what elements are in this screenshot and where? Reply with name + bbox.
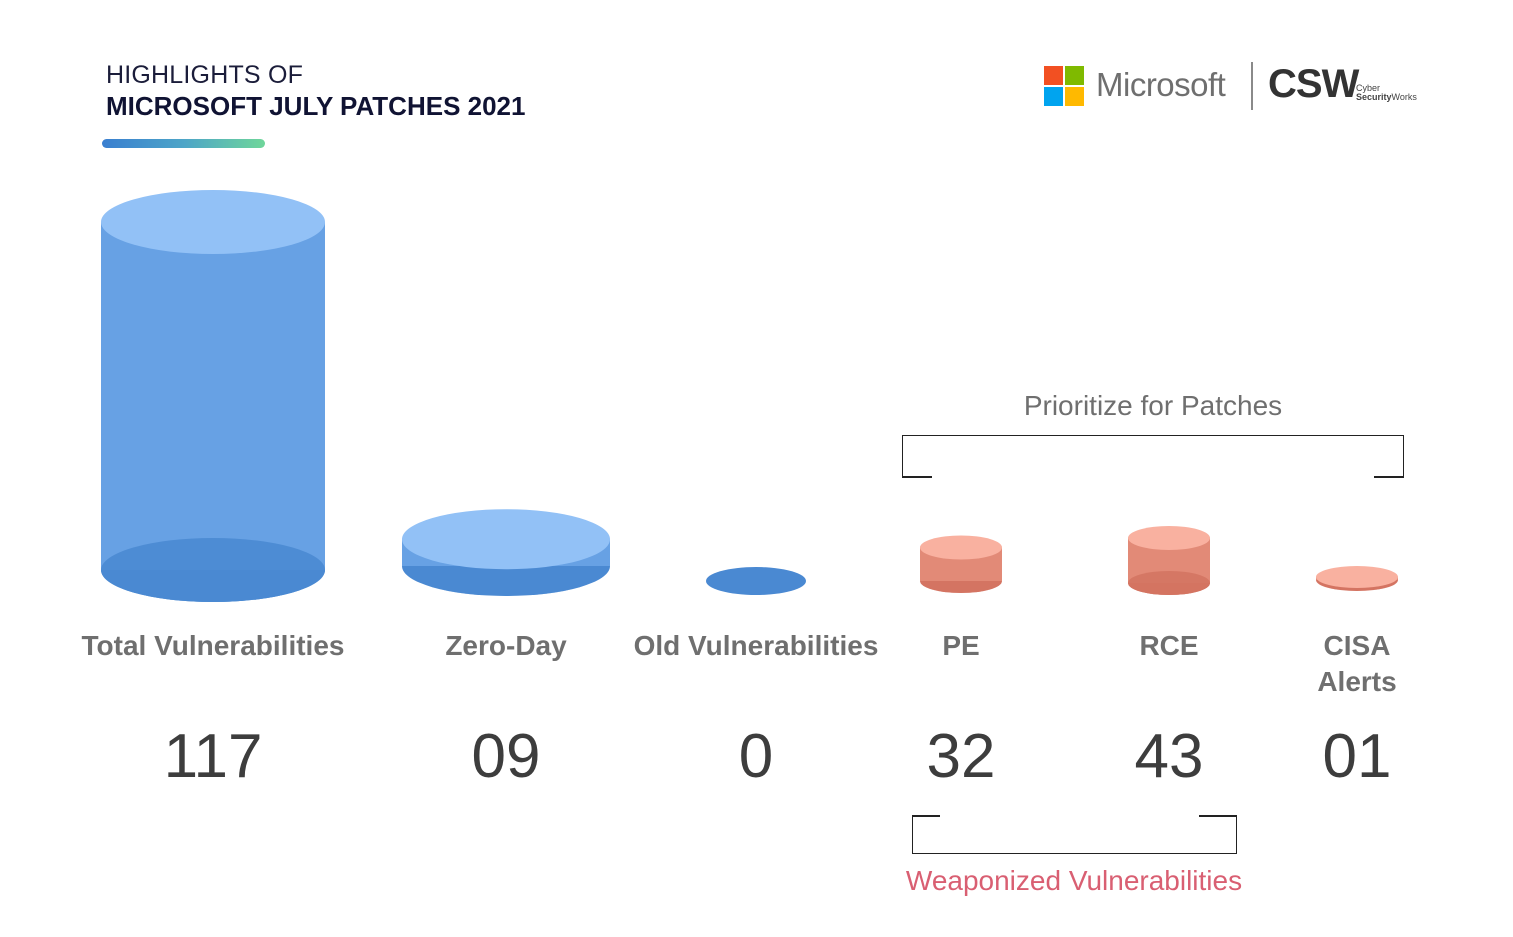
bar-old-vulnerabilities-disc — [706, 567, 806, 595]
value-label-zero-day: 09 — [471, 722, 541, 791]
title-line-1: HIGHLIGHTS OF — [106, 61, 304, 89]
title-underline — [102, 139, 265, 148]
value-label-pe: 32 — [926, 722, 996, 791]
category-label-pe: PE — [942, 630, 980, 661]
csw-subtitle: Cyber SecurityWorks — [1356, 84, 1417, 102]
bar-total-vulnerabilities-body — [101, 222, 325, 570]
bracket-prioritize-foot-right — [1374, 476, 1404, 478]
bar-rce-base-inner — [1128, 571, 1210, 595]
bar-total-vulnerabilities-base-inner — [101, 538, 325, 602]
title-line-2: MICROSOFT JULY PATCHES 2021 — [106, 91, 526, 121]
group-label-prioritize: Prioritize for Patches — [1023, 390, 1283, 421]
bracket-weaponized — [912, 815, 1237, 854]
csw-sub-security: Security — [1356, 92, 1392, 102]
category-label-old: Old Vulnerabilities — [633, 630, 879, 661]
value-label-total: 117 — [163, 722, 263, 791]
csw-wordmark: CSW — [1268, 62, 1359, 106]
bar-rce-top — [1128, 526, 1210, 550]
logo-divider — [1251, 62, 1253, 110]
value-label-cisa: 01 — [1322, 722, 1392, 791]
bracket-weaponized-top-left — [912, 815, 940, 817]
category-label-zero-day: Zero-Day — [445, 630, 567, 661]
group-label-weaponized: Weaponized Vulnerabilities — [905, 865, 1243, 896]
csw-sub-cyber: Cyber — [1356, 83, 1381, 93]
microsoft-wordmark: Microsoft — [1096, 66, 1226, 103]
bar-zero-day-top — [402, 509, 610, 570]
category-label-rce: RCE — [1139, 630, 1199, 661]
category-label-total: Total Vulnerabilities — [81, 630, 345, 661]
category-label-cisa: CISA Alerts — [1317, 630, 1397, 697]
value-label-old: 0 — [738, 722, 774, 791]
bar-total-vulnerabilities-top — [101, 190, 325, 254]
bracket-weaponized-top-right — [1199, 815, 1237, 817]
microsoft-logo-icon — [1044, 66, 1085, 107]
csw-sub-works: Works — [1391, 92, 1417, 102]
bar-pe-top — [920, 535, 1002, 560]
bar-cisa-alerts-top — [1316, 566, 1398, 588]
value-label-rce: 43 — [1134, 722, 1204, 791]
bracket-prioritize-foot-left — [902, 476, 932, 478]
logos: Microsoft CSW Cyber SecurityWorks — [1044, 62, 1424, 114]
title-block: HIGHLIGHTS OF MICROSOFT JULY PATCHES 202… — [106, 60, 525, 122]
bracket-prioritize — [902, 435, 1404, 477]
